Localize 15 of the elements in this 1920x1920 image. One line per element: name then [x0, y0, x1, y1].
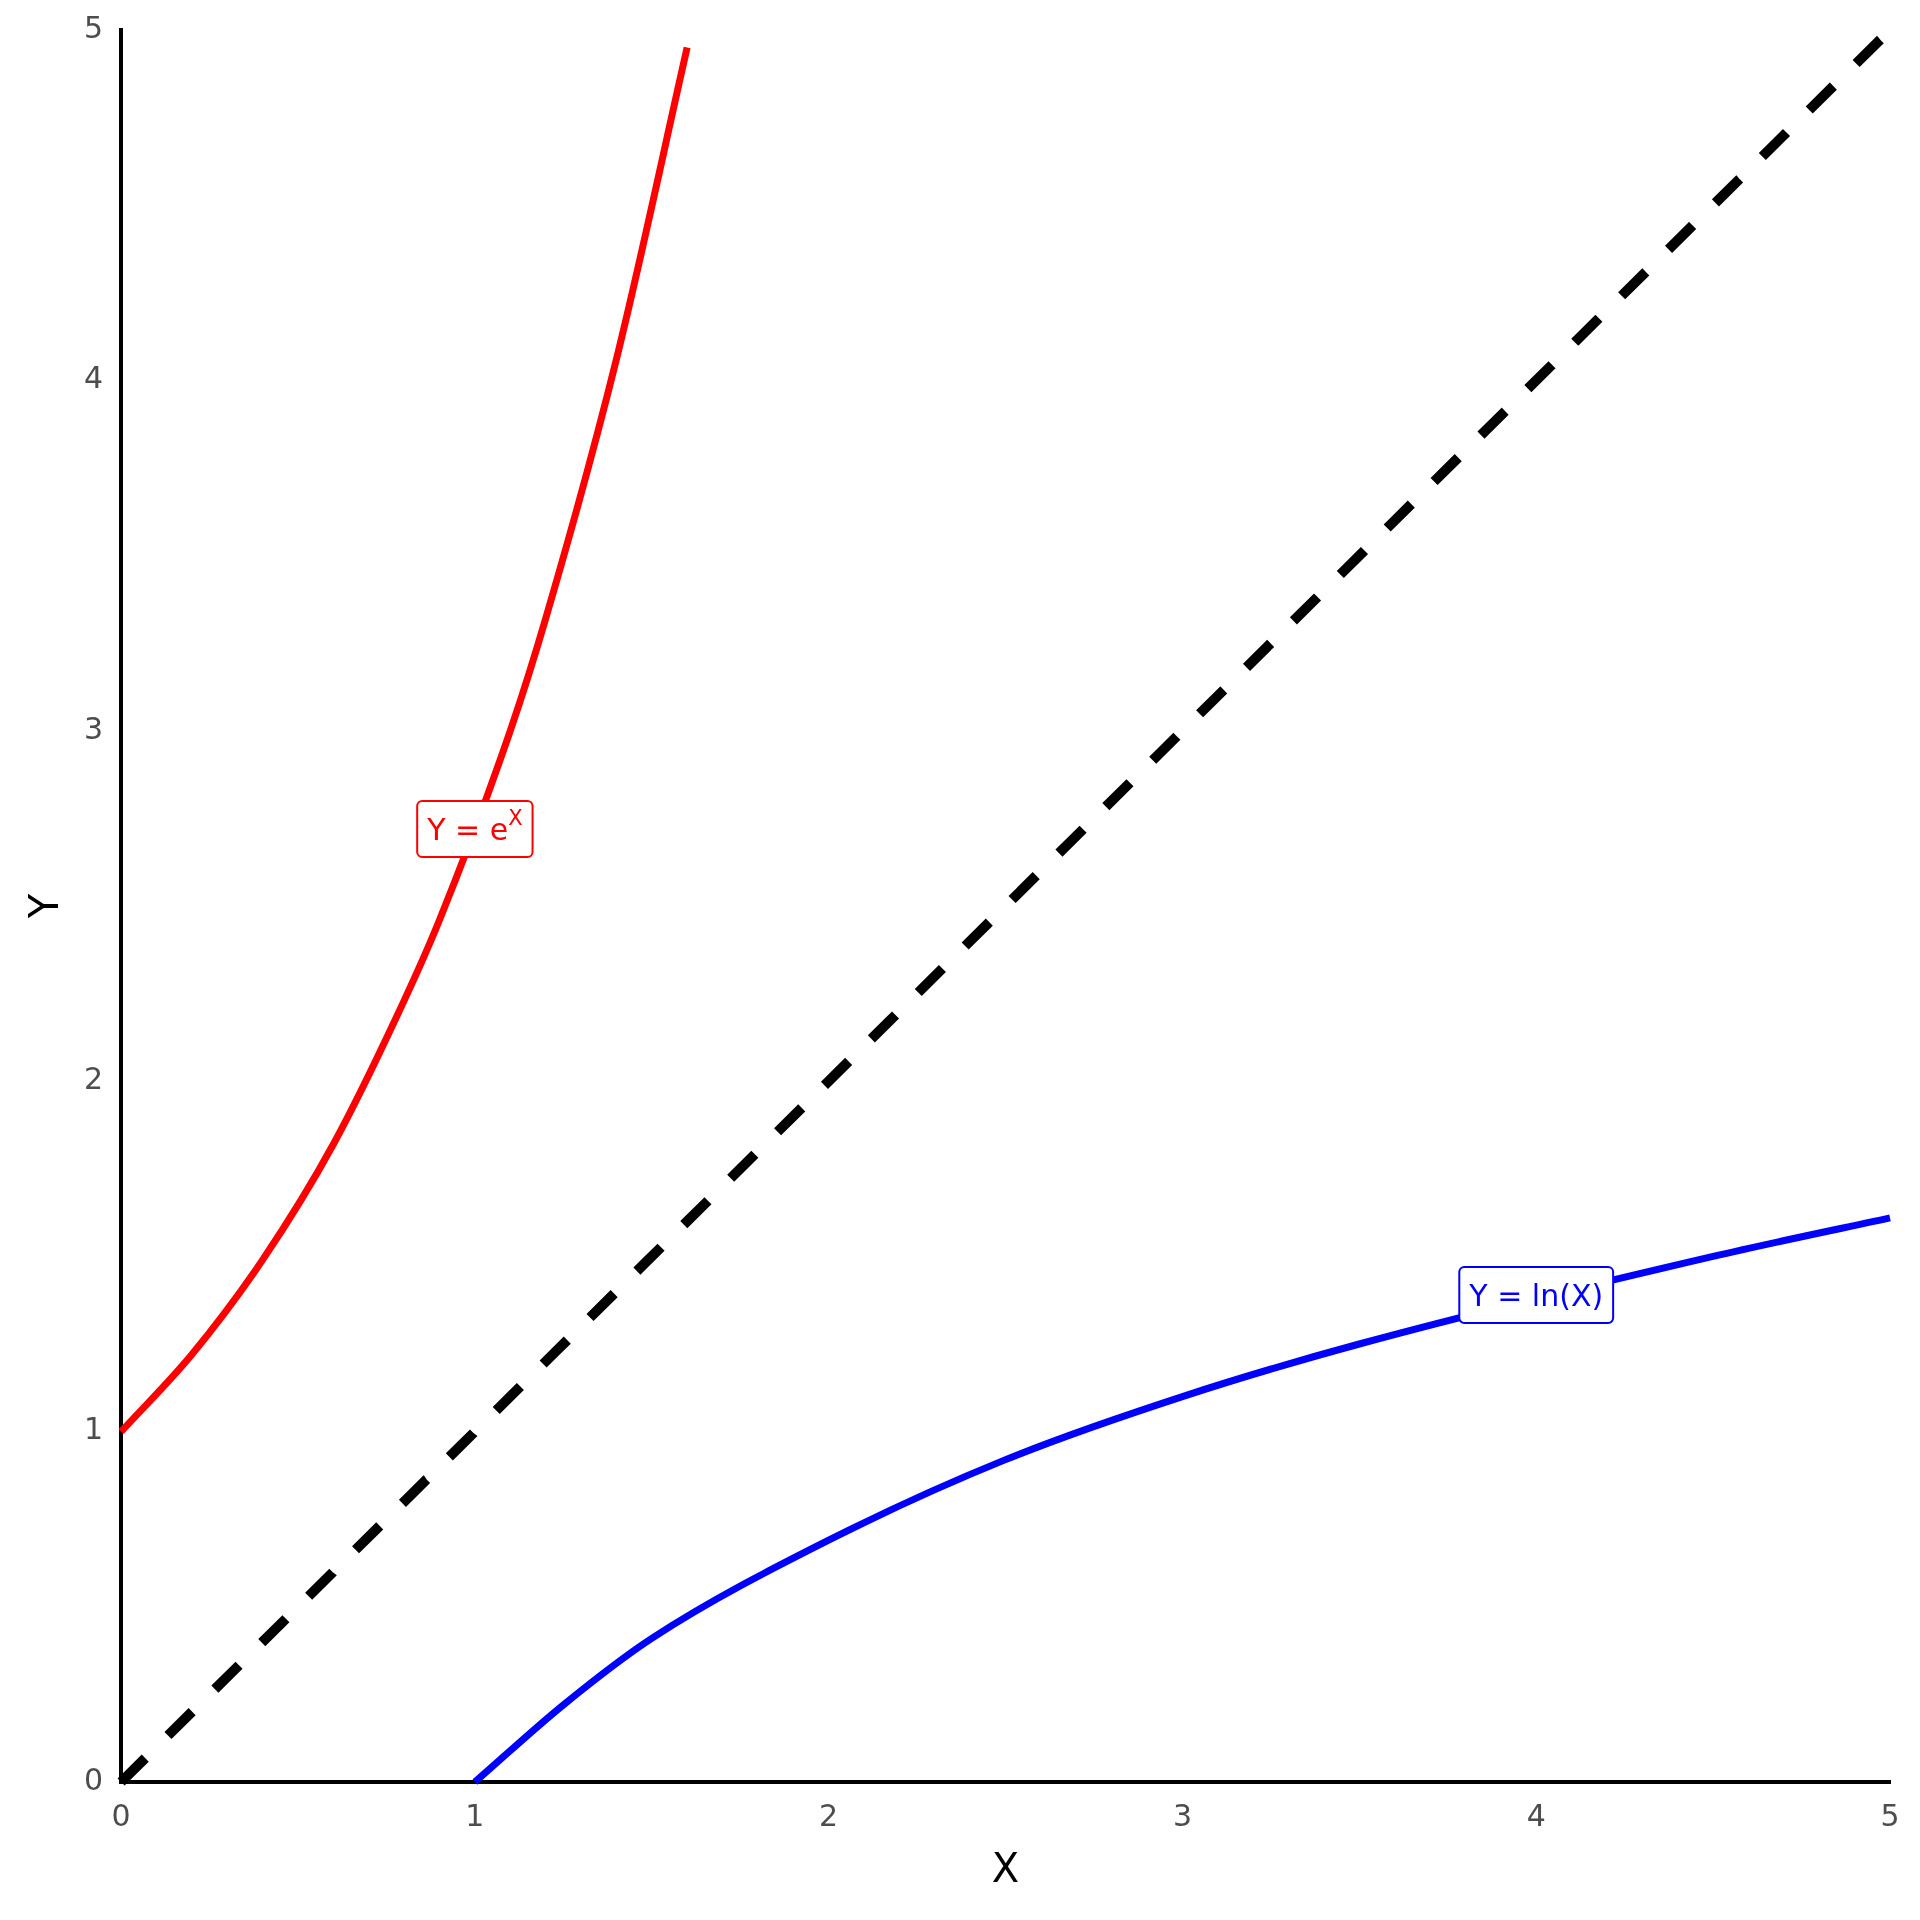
y-tick-label: 4	[83, 360, 104, 396]
y-tick-label: 0	[83, 1761, 104, 1797]
y-tick-label: 1	[83, 1411, 104, 1447]
x-tick-label: 2	[819, 1797, 839, 1833]
x-tick-label: 5	[1880, 1797, 1900, 1833]
y-tick-label: 2	[83, 1061, 104, 1096]
y-tick-label: 3	[83, 710, 104, 746]
x-tick-label: 1	[465, 1797, 485, 1833]
annotation: Y = ln(X)	[1468, 1277, 1604, 1313]
x-tick-label: 3	[1172, 1797, 1192, 1833]
y-axis-title: Y	[21, 893, 68, 920]
x-axis-title: X	[991, 1845, 1020, 1892]
y-tick-label: 5	[83, 9, 104, 45]
x-tick-label: 4	[1526, 1797, 1546, 1833]
x-tick-label: 0	[111, 1797, 131, 1833]
